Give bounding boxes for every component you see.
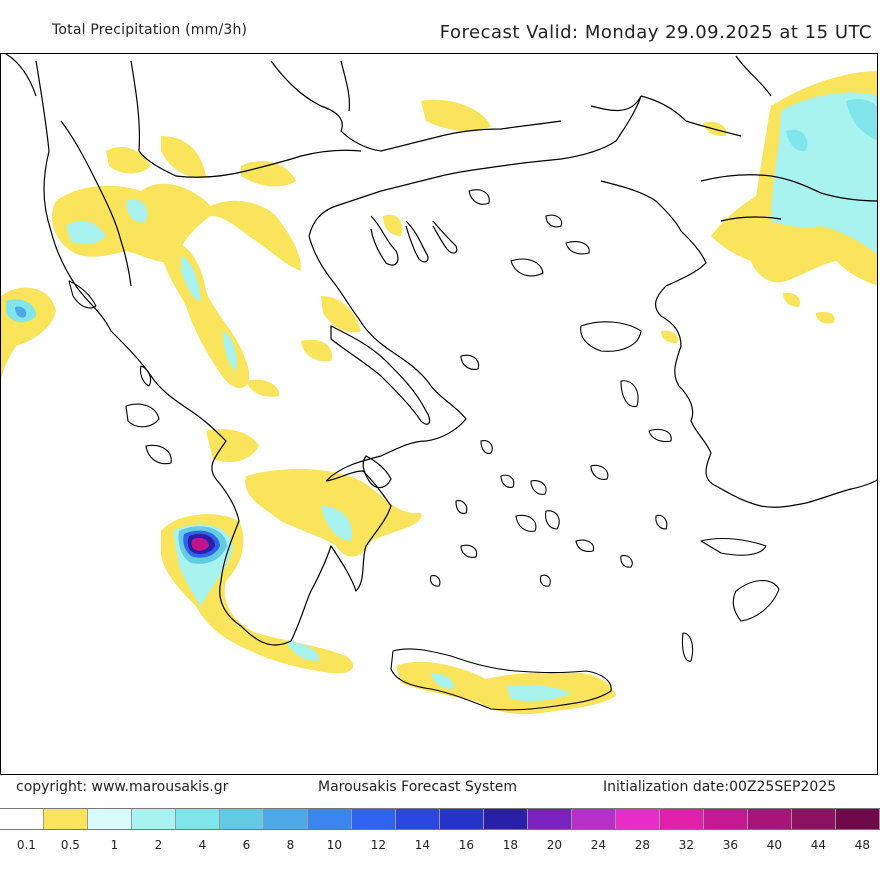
chart-title: Total Precipitation (mm/3h) [52,22,248,38]
coast-evia [330,325,431,425]
island-lesvos [580,321,642,352]
island-kefalonia [125,403,160,428]
border-albania [60,120,132,287]
coast-chalkidiki [370,215,458,266]
island-samothraki [545,214,563,228]
precip-area-albania-core [66,199,148,245]
map-canvas [1,54,877,715]
legend-label: 28 [634,838,651,852]
precip-area-corinth-core [321,506,352,541]
legend-swatch [176,809,220,829]
precip-area-crete [396,661,616,715]
precipitation-map [0,53,878,775]
legend-label: 4 [198,838,207,852]
legend-label: 18 [502,838,519,852]
legend-swatch [440,809,484,829]
islands-cyclades [429,440,668,587]
legend-swatch [396,809,440,829]
legend-label: 24 [590,838,607,852]
legend-label: 0.5 [60,838,80,852]
border-turkey [590,95,742,232]
legend-swatch [352,809,396,829]
legend-swatch [132,809,176,829]
legend-label: 6 [242,838,251,852]
legend-swatch [748,809,792,829]
island-skyros [460,354,480,370]
precip-area-thessaly [246,99,491,397]
legend-label: 2 [154,838,163,852]
island-corfu [68,280,97,309]
coast-mainland-west [35,60,392,646]
legend-label: 12 [370,838,387,852]
border-bulgaria [270,60,562,152]
island-crete [390,648,612,711]
legend-swatch [0,809,44,829]
legend-swatch [792,809,836,829]
legend-label: 36 [722,838,739,852]
island-kos [700,537,767,556]
island-lemnos [510,258,544,277]
precip-area-crete-core [431,673,571,701]
legend-label: 16 [458,838,475,852]
precip-area-north [106,136,296,187]
legend-label: 1 [110,838,119,852]
legend-label: 44 [810,838,827,852]
legend-label: 32 [678,838,695,852]
legend-label: 48 [854,838,871,852]
forecast-valid-time: Forecast Valid: Monday 29.09.2025 at 15 … [439,22,872,43]
legend-swatch [308,809,352,829]
legend-swatch [836,809,880,829]
coastlines [4,54,877,646]
legend-label: 14 [414,838,431,852]
legend-label: 40 [766,838,783,852]
legend-swatch [88,809,132,829]
coast-marmara [700,174,877,222]
system-name: Marousakis Forecast System [318,779,518,795]
legend-swatch [44,809,88,829]
precip-area-corinth [206,429,422,557]
island-imbros [565,241,590,255]
legend-swatch [484,809,528,829]
legend-color-bar [0,808,880,830]
island-karpathos [681,632,694,662]
legend-swatch [528,809,572,829]
islands [68,189,780,711]
legend-swatch [572,809,616,829]
island-thasos [468,189,490,205]
legend-swatch [264,809,308,829]
precip-area-sw-max [191,537,209,551]
legend-labels: 0.1 0.5 1 2 4 6 8 10 12 14 16 18 20 24 28 32 36 40 44 48 [0,838,880,856]
island-samos [648,428,672,443]
border-north [130,60,362,178]
coast-mainland-east [308,95,642,482]
legend-swatch [704,809,748,829]
initialization-date: Initialization date:00Z25SEP2025 [603,779,837,795]
border-upper [4,54,772,112]
island-rhodes [732,580,780,622]
legend-swatch [616,809,660,829]
legend-label: 0.1 [16,838,36,852]
island-zakynthos [145,444,172,465]
precip-band-pindus-core [181,256,237,371]
legend-swatch [660,809,704,829]
precip-area-ionian-max [15,306,27,318]
legend-label: 8 [286,838,295,852]
precip-area-turkey-core-2 [786,99,877,152]
coast-attica [362,455,392,489]
island-lefkada [139,365,152,387]
island-chios [620,380,639,408]
legend-swatch [220,809,264,829]
legend-label: 10 [326,838,343,852]
coast-turkey [654,230,877,508]
precip-area-albania [51,183,301,271]
copyright-text: copyright: www.marousakis.gr [16,779,229,795]
precipitation-fields [1,71,877,715]
legend-label: 20 [546,838,563,852]
